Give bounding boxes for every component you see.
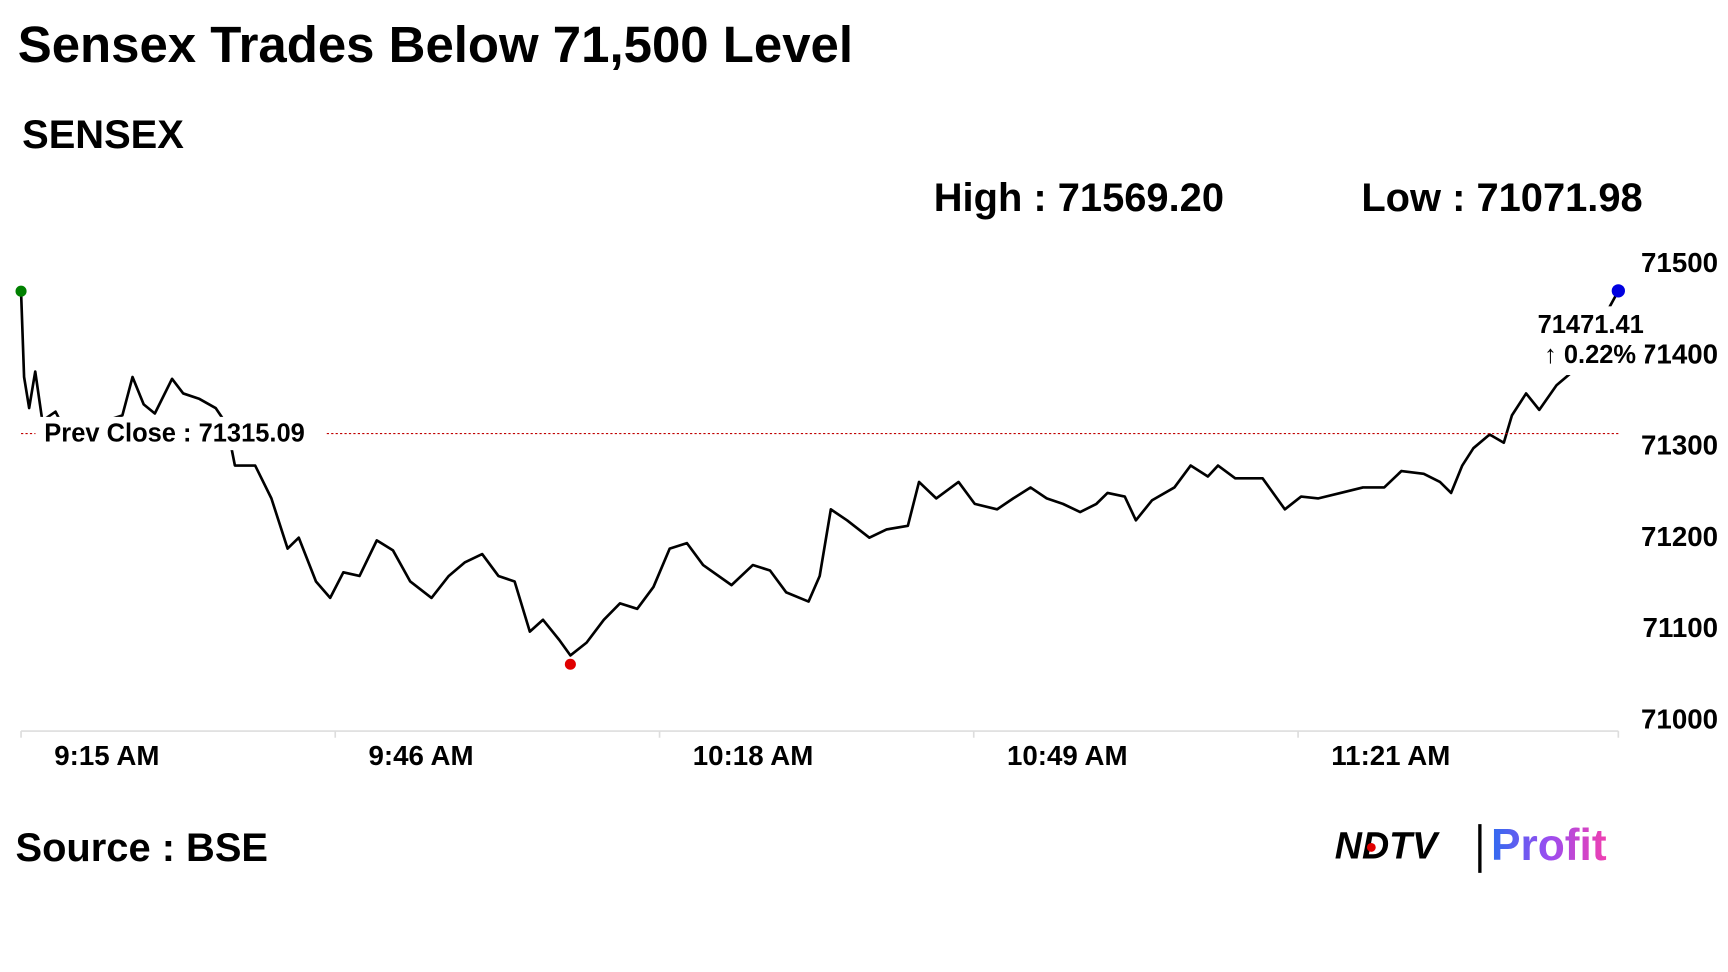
low-marker: [564, 658, 576, 670]
end-marker: [1611, 284, 1625, 298]
last-value-label: 71471.41: [1538, 311, 1644, 339]
prev-close-bg: [35, 416, 326, 451]
high-label: High : 71569.20: [934, 176, 1224, 220]
x-tick-label: 10:18 AM: [693, 740, 814, 771]
brand-dot: [1366, 842, 1376, 852]
change-label: ↑ 0.22%: [1544, 341, 1636, 369]
plot-area: 9:15 AM 9:46 AM 10:18 AM 10:49 AM 11:21 AM 71…: [15, 247, 1718, 771]
brand-left: NDTV: [1335, 824, 1440, 866]
x-tick-label: 10:49 AM: [1007, 740, 1128, 771]
y-tick-label: 71400: [1641, 338, 1718, 369]
x-tick-label: 9:46 AM: [368, 740, 473, 771]
y-tick-label: 71100: [1643, 612, 1718, 643]
x-tick-label: 11:21 AM: [1331, 740, 1450, 771]
price-line: [19, 290, 1620, 657]
y-tick-label: 71200: [1641, 521, 1718, 552]
y-tick-label: 71300: [1641, 430, 1718, 461]
logo: NDTV Profit: [1335, 821, 1607, 873]
prev-close-label: Prev Close : 71315.09: [44, 419, 305, 447]
chart-subtitle: SENSEX: [22, 113, 184, 157]
last-label-bg: [1528, 306, 1645, 376]
start-marker: [15, 285, 27, 297]
brand-right: Profit: [1491, 821, 1607, 870]
y-tick-label: 71000: [1641, 703, 1718, 734]
low-label: Low : 71071.98: [1361, 176, 1642, 220]
chart-title: Sensex Trades Below 71,500 Level: [18, 16, 853, 73]
x-tick-label: 9:15 AM: [54, 740, 159, 771]
source: Source : BSE: [16, 826, 269, 870]
y-tick-label: 71500: [1641, 247, 1718, 278]
